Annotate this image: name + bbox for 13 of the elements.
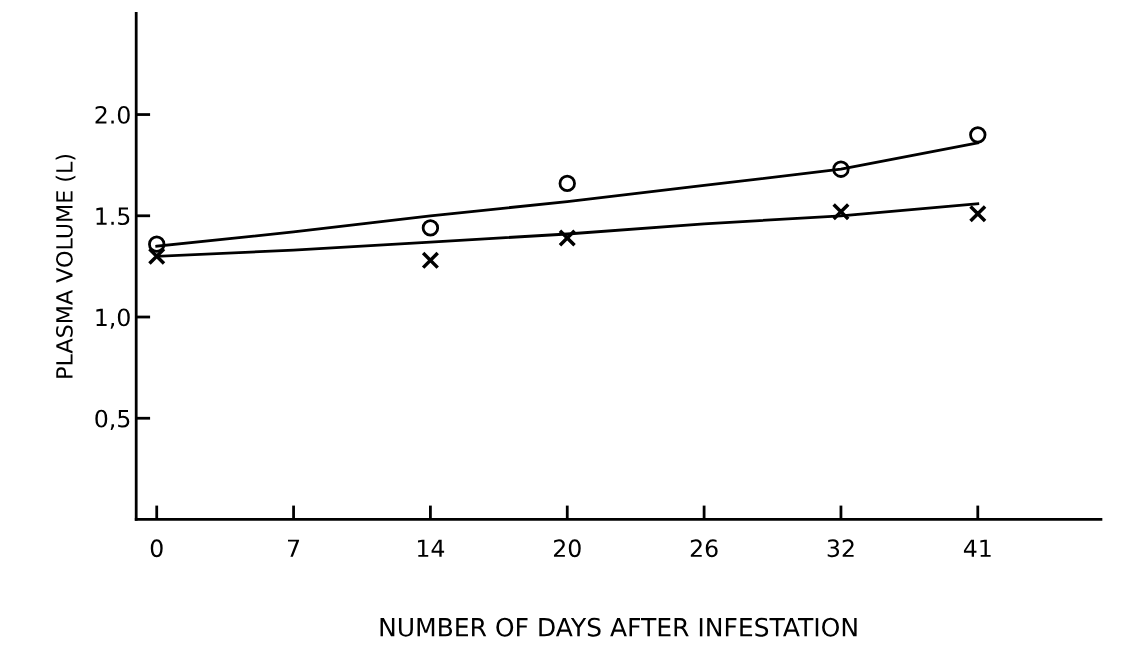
x-axis-title: NUMBER OF DAYS AFTER INFESTATION <box>380 617 857 637</box>
x-tick-label: 26 <box>690 539 718 558</box>
x-tick-label: 32 <box>827 539 854 558</box>
x-tick-label: 20 <box>553 539 581 558</box>
x-tick-label: 41 <box>963 539 991 557</box>
y-tick-label: 2.0 <box>95 106 130 124</box>
y-tick-label: 1.5 <box>96 207 130 226</box>
x-tick-label: 0 <box>150 539 163 558</box>
x-tick-label: 14 <box>417 539 445 557</box>
x-tick-label: 7 <box>288 539 300 557</box>
y-tick-label: 1,0 <box>96 308 130 329</box>
y-axis-title: PLASMA VOLUME (L) <box>55 154 76 378</box>
y-tick-label: 0,5 <box>95 409 130 430</box>
